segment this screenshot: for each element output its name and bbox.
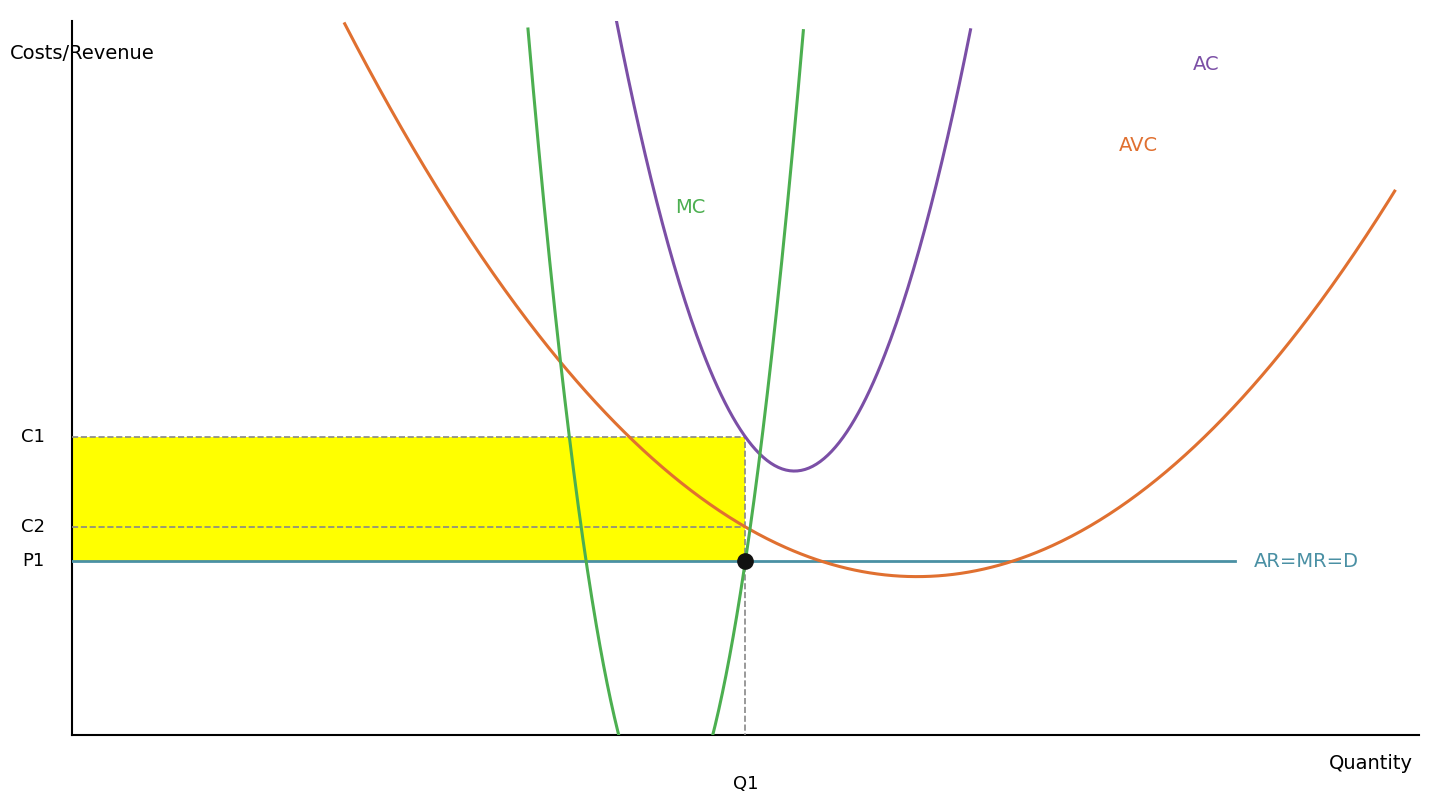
- Text: AR=MR=D: AR=MR=D: [1254, 552, 1359, 570]
- Text: Costs/Revenue: Costs/Revenue: [10, 44, 156, 63]
- Text: AC: AC: [1192, 55, 1220, 74]
- Text: MC: MC: [675, 197, 706, 217]
- Text: C1: C1: [20, 428, 45, 446]
- Text: P1: P1: [23, 552, 45, 570]
- Text: AVC: AVC: [1119, 136, 1158, 155]
- Text: C2: C2: [20, 518, 45, 536]
- Text: Q1: Q1: [733, 775, 757, 794]
- Bar: [72, 437, 746, 561]
- Text: Quantity: Quantity: [1329, 754, 1413, 773]
